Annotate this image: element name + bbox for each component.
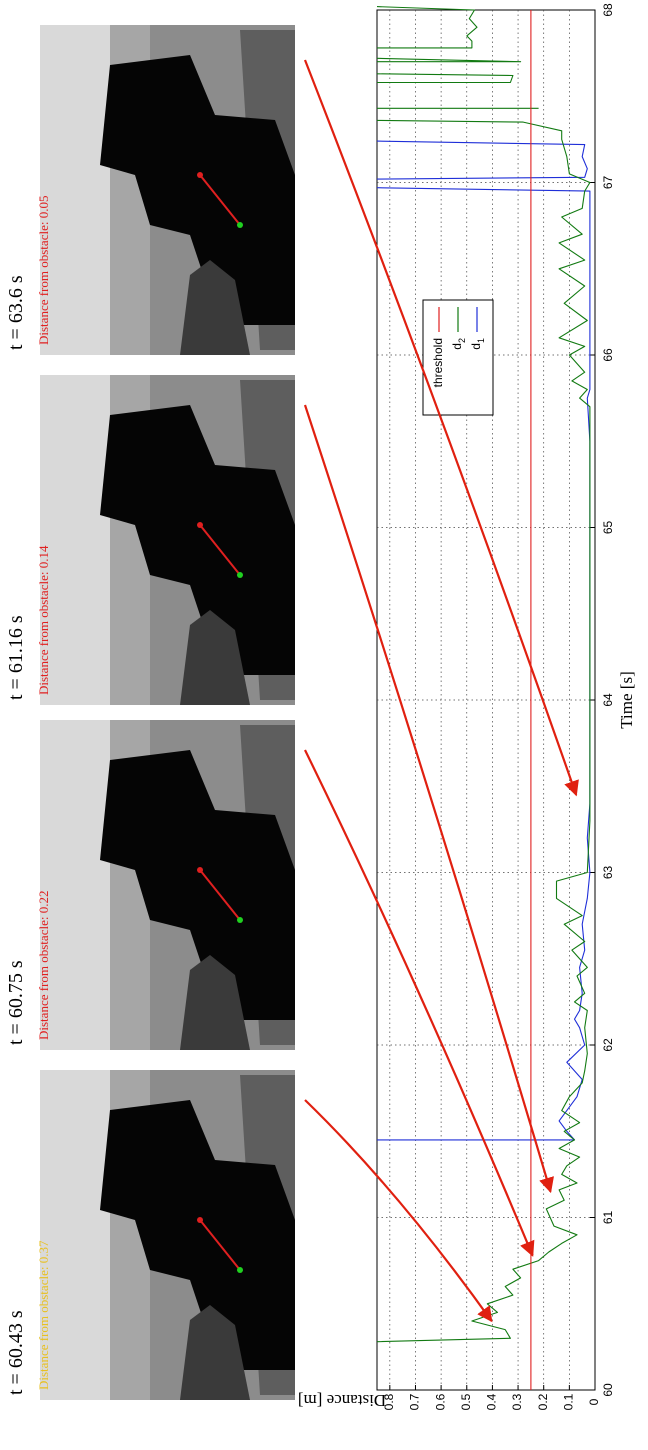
human-point — [237, 572, 243, 578]
pointer-arrow — [304, 749, 535, 1257]
human-silhouette — [180, 260, 250, 355]
series-line-d1 — [376, 140, 588, 180]
x-tick-label: 61 — [601, 1211, 615, 1225]
y-tick-label: 0.5 — [459, 1393, 473, 1410]
y-tick-label: 0.1 — [562, 1393, 576, 1410]
robot-point — [197, 522, 203, 528]
x-tick-label: 66 — [601, 348, 615, 362]
robot-silhouette — [100, 750, 295, 1020]
y-tick-label: 0.7 — [408, 1393, 422, 1410]
distance-segment — [199, 174, 241, 226]
human-silhouette — [180, 955, 250, 1050]
ticks: 60 61 62 63 64 65 66 67 68 0 0.1 0.2 0.3 0.4 0.5 0.6 0.7… — [382, 3, 615, 1410]
y-tick-label: 0.6 — [433, 1393, 447, 1410]
frames-layer: Distance from obstacle: 0.37 t = 60.43 s D… — [5, 25, 295, 1400]
distance-overlay-text: Distance from obstacle: 0.22 — [36, 891, 51, 1040]
robot-silhouette — [100, 405, 295, 675]
pointer-arrow — [303, 59, 579, 797]
frame-time-label: t = 61.16 s — [5, 615, 27, 700]
distance-segment — [199, 869, 241, 921]
grid — [377, 10, 595, 1390]
series-line-d2 — [376, 6, 478, 49]
robot-silhouette — [100, 1100, 295, 1370]
distance-overlay-text: Distance from obstacle: 0.37 — [36, 1240, 51, 1390]
distance-segment — [199, 524, 241, 576]
x-tick-label: 63 — [601, 866, 615, 880]
depth-frame: Distance from obstacle: 0.22 — [36, 720, 295, 1050]
depth-frame: Distance from obstacle: 0.05 — [36, 25, 295, 355]
depth-wall — [40, 720, 110, 1050]
series — [376, 6, 591, 1390]
depth-wall — [40, 25, 110, 355]
frame-time-label: t = 60.75 s — [5, 960, 27, 1045]
pointer-arrow — [303, 404, 554, 1194]
y-tick-label: 0.8 — [382, 1393, 396, 1410]
y-tick-label: 0.2 — [536, 1393, 550, 1410]
legend-label: threshold — [431, 338, 445, 387]
human-silhouette — [180, 610, 250, 705]
robot-point — [197, 867, 203, 873]
depth-frame: Distance from obstacle: 0.37 — [36, 1070, 295, 1400]
series-line-d2 — [376, 57, 522, 63]
human-silhouette — [180, 1305, 250, 1400]
robot-point — [197, 1217, 203, 1223]
human-point — [237, 1267, 243, 1273]
pointer-arrow — [304, 1099, 493, 1323]
robot-silhouette — [100, 55, 295, 325]
distance-segment — [199, 1219, 241, 1271]
frame-time-label: t = 63.6 s — [5, 275, 27, 350]
x-tick-label: 60 — [601, 1383, 615, 1397]
human-point — [237, 917, 243, 923]
human-point — [237, 222, 243, 228]
series-line-d2 — [376, 73, 514, 84]
arrows — [303, 59, 579, 1323]
y-tick-label: 0 — [587, 1398, 601, 1405]
depth-wall — [40, 1070, 110, 1400]
x-tick-label: 62 — [601, 1038, 615, 1052]
distance-chart: 60 61 62 63 64 65 66 67 68 0 0.1 0.2 0.3 0.4 0.5 0.6 0.7… — [298, 3, 636, 1410]
y-tick-label: 0.4 — [485, 1393, 499, 1410]
depth-frame: Distance from obstacle: 0.14 — [36, 375, 295, 705]
robot-point — [197, 172, 203, 178]
distance-overlay-text: Distance from obstacle: 0.05 — [36, 196, 51, 345]
x-axis-title: Time [s] — [617, 671, 636, 728]
frame-time-label: t = 60.43 s — [5, 1310, 27, 1395]
y-tick-label: 0.3 — [510, 1393, 524, 1410]
distance-overlay-text: Distance from obstacle: 0.14 — [36, 545, 51, 695]
y-axis-title: Distance [m] — [298, 1391, 386, 1410]
x-tick-label: 65 — [601, 521, 615, 535]
series-line-d2 — [376, 119, 591, 1343]
x-tick-label: 67 — [601, 176, 615, 190]
series-line-d1 — [376, 187, 591, 1141]
depth-wall — [40, 375, 110, 705]
legend-label: d1 — [469, 338, 486, 350]
x-tick-label: 68 — [601, 3, 615, 17]
x-tick-label: 64 — [601, 693, 615, 707]
legend-label: d2 — [450, 338, 467, 350]
